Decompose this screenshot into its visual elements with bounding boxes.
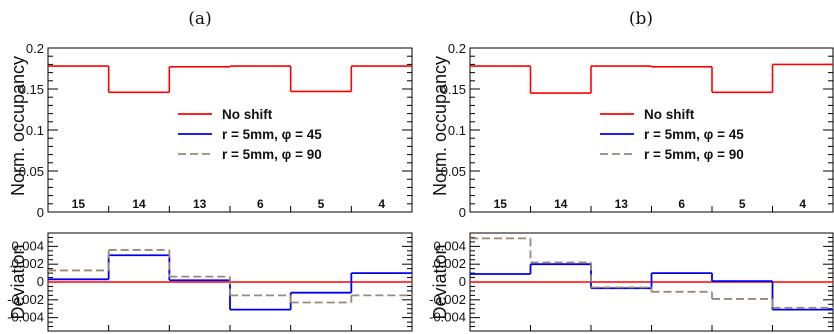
y-tick-label: 0 — [459, 205, 466, 220]
y-tick-label: 0.004 — [11, 238, 44, 253]
y-tick-label: 0.2 — [26, 41, 44, 56]
y-tick-label: -0.004 — [7, 310, 44, 325]
legend-entry-label: r = 5mm, φ = 45 — [222, 127, 322, 142]
category-label: 4 — [378, 197, 385, 211]
y-tick-label: 0.05 — [19, 164, 44, 179]
y-axis-label: Deviation — [8, 244, 28, 319]
y-tick-label: 0.1 — [26, 123, 44, 138]
y-tick-label: -0.004 — [429, 310, 466, 325]
legend-entry-label: No shift — [644, 107, 695, 122]
category-label: 6 — [678, 197, 685, 211]
category-label: 4 — [799, 197, 806, 211]
category-label: 15 — [494, 197, 508, 211]
category-label: 5 — [739, 197, 746, 211]
category-label: 6 — [257, 197, 264, 211]
y-tick-label: 0 — [459, 274, 466, 289]
legend-entry-label: No shift — [222, 107, 273, 122]
category-label: 14 — [132, 197, 146, 211]
y-tick-label: 0 — [37, 274, 44, 289]
panel-title: (b) — [629, 9, 653, 29]
y-tick-label: 0.1 — [448, 123, 466, 138]
category-label: 5 — [318, 197, 325, 211]
y-tick-label: 0.15 — [441, 82, 466, 97]
y-tick-label: 0.15 — [19, 82, 44, 97]
y-axis-label: Norm. occupancy — [430, 56, 450, 196]
legend-entry-label: r = 5mm, φ = 90 — [222, 147, 322, 162]
category-label: 14 — [554, 197, 568, 211]
category-label: 15 — [72, 197, 86, 211]
y-tick-label: 0.002 — [433, 256, 466, 271]
panel-title: (a) — [188, 9, 211, 29]
y-axis-label: Deviation — [430, 244, 450, 319]
legend-entry-label: r = 5mm, φ = 90 — [644, 147, 744, 162]
y-tick-label: 0.2 — [448, 41, 466, 56]
y-tick-label: -0.002 — [429, 292, 466, 307]
y-tick-label: -0.002 — [7, 292, 44, 307]
y-tick-label: 0.002 — [11, 256, 44, 271]
y-axis-label: Norm. occupancy — [8, 56, 28, 196]
y-tick-label: 0.05 — [441, 164, 466, 179]
panel-b: (b) 0 0.05 0.1 0.15 0.2 15 14 13 6 5 4 Norm. occupan… — [429, 9, 834, 332]
y-tick-label: 0 — [37, 205, 44, 220]
y-tick-label: 0.004 — [433, 238, 466, 253]
category-label: 13 — [615, 197, 629, 211]
panel-a: (a) 0 0.05 0.1 0.15 0.2 15 14 13 6 5 4 Norm. occupan… — [7, 9, 413, 332]
category-label: 13 — [193, 197, 207, 211]
legend-entry-label: r = 5mm, φ = 45 — [644, 127, 744, 142]
